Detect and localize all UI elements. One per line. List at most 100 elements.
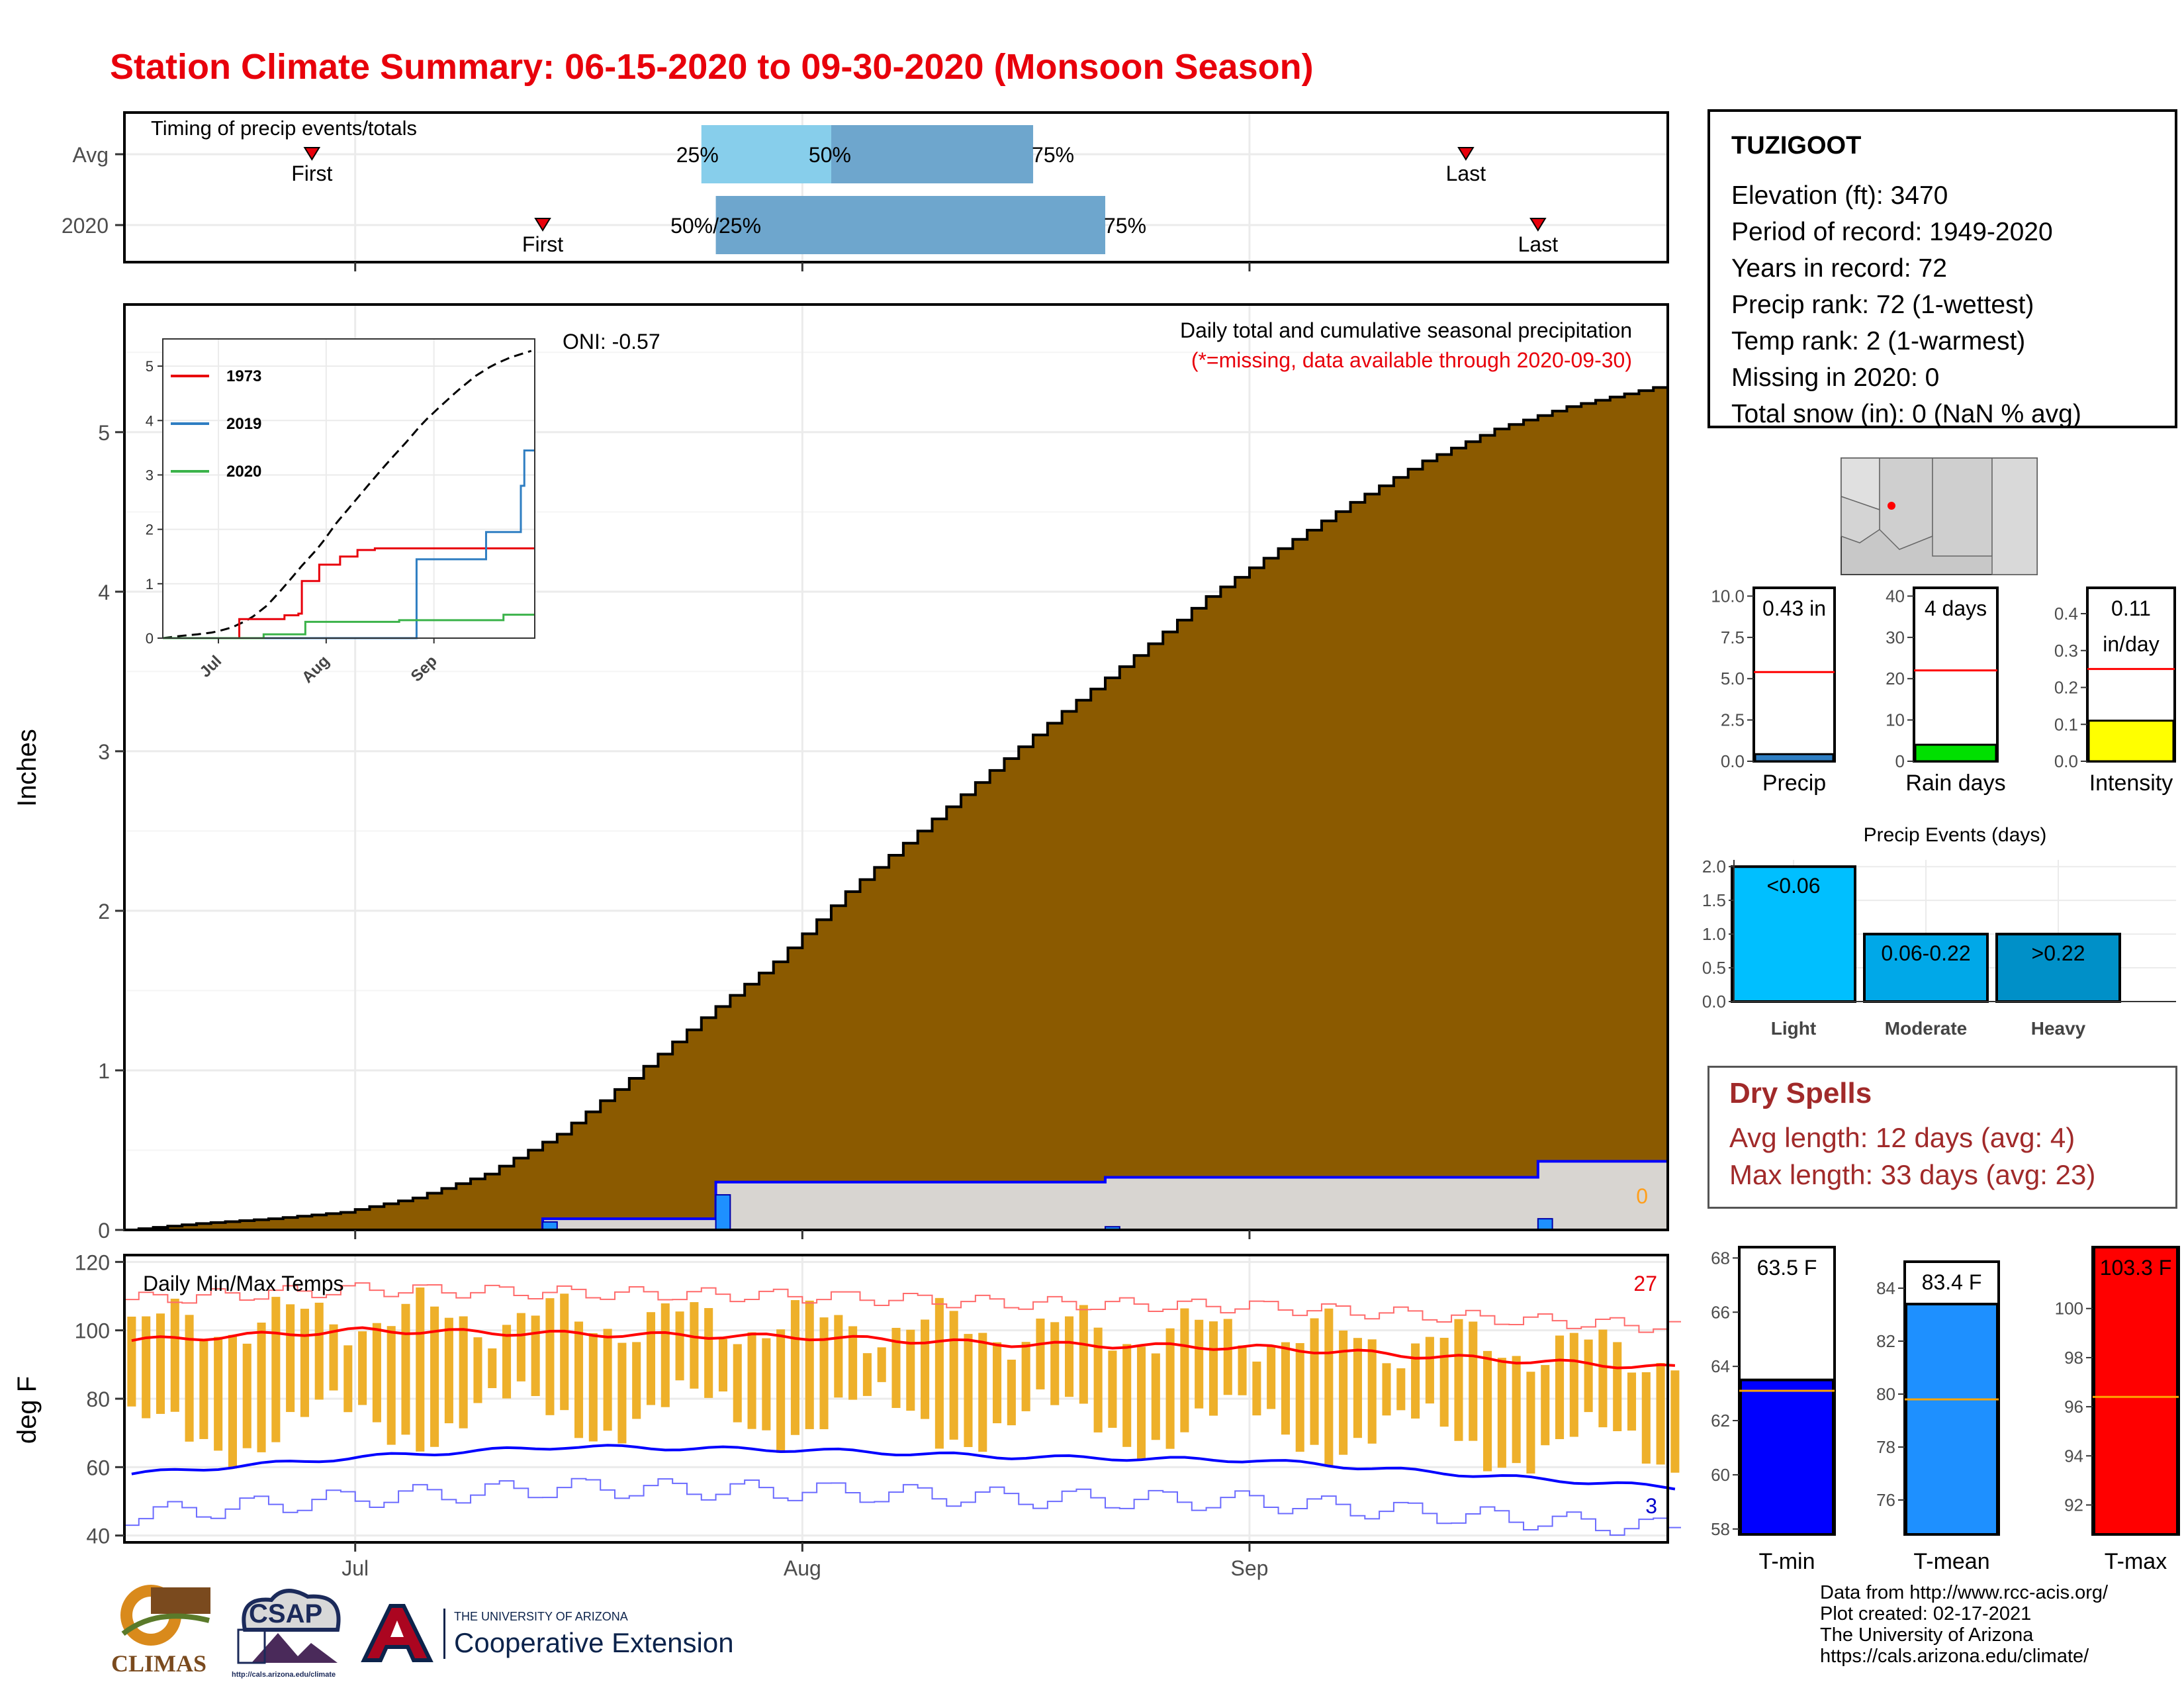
daily-temp-range-bar: [762, 1338, 771, 1430]
precip-ytick-label: 1: [98, 1059, 110, 1083]
mini-ytick-label: 7.5: [1721, 628, 1745, 647]
events-bar-label: <0.06: [1767, 874, 1821, 898]
tbar-ytick-label: 92: [2064, 1495, 2083, 1515]
daily-temp-range-bar: [185, 1315, 194, 1442]
daily-temp-range-bar: [934, 1297, 944, 1449]
mini-ytick-label: 40: [1886, 586, 1905, 606]
tbar-value-label: 63.5 F: [1757, 1256, 1817, 1280]
daily-temp-range-bar: [1281, 1342, 1290, 1435]
tbar-ytick-label: 68: [1711, 1248, 1730, 1268]
station-location-marker: [1888, 502, 1895, 510]
daily-temp-range-bar: [314, 1302, 324, 1400]
daily-temp-range-bar: [416, 1287, 425, 1452]
daily-temp-range-bar: [776, 1329, 786, 1453]
mini-ytick-label: 30: [1886, 628, 1905, 647]
daily-temp-range-bar: [372, 1323, 381, 1423]
daily-temp-range-bar: [790, 1300, 799, 1435]
daily-temp-range-bar: [877, 1347, 886, 1382]
precip-ytick-label: 3: [98, 740, 110, 764]
daily-temp-range-bar: [906, 1329, 915, 1411]
temp-ytick-label: 60: [86, 1456, 110, 1479]
events-ytick-label: 1.0: [1702, 924, 1726, 944]
inset-ytick-label: 5: [146, 358, 154, 375]
daily-temp-range-bar: [286, 1304, 295, 1413]
events-category-label: Light: [1771, 1018, 1816, 1039]
daily-precip-bar: [715, 1194, 731, 1231]
daily-temp-range-bar: [142, 1316, 151, 1419]
daily-temp-range-bar: [1324, 1308, 1334, 1466]
daily-temp-range-bar: [964, 1334, 973, 1447]
tbar-label: T-min: [1759, 1549, 1815, 1574]
csap-logo-url: http://cals.arizona.edu/climate: [232, 1671, 336, 1679]
mini-value-bar: [2087, 720, 2175, 763]
inset-legend-label: 1973: [226, 367, 261, 385]
timing-box-q25-q50: [701, 125, 831, 183]
station-info-box: TUZIGOOT Elevation (ft): 3470 Period of …: [1707, 109, 2177, 428]
events-bar-label: >0.22: [2032, 941, 2085, 965]
footer-credits: Data from http://www.rcc-acis.org/ Plot …: [1820, 1582, 2108, 1667]
precip-ytick-label: 5: [98, 421, 110, 445]
tbar-ytick-label: 60: [1711, 1465, 1730, 1485]
daily-temp-range-bar: [1252, 1361, 1261, 1416]
precip-ylabel: Inches: [13, 729, 42, 807]
mini-ytick-label: 0.0: [2054, 751, 2078, 771]
daily-temp-range-bar: [545, 1298, 555, 1415]
daily-temp-range-bar: [1007, 1360, 1016, 1426]
oni-label: ONI: -0.57: [563, 330, 660, 353]
daily-temp-range-bar: [401, 1303, 410, 1435]
daily-temp-range-bar: [1382, 1363, 1391, 1416]
daily-temp-range-bar: [747, 1332, 756, 1429]
daily-temp-range-bar: [1541, 1365, 1550, 1446]
mini-ytick-label: 10: [1886, 710, 1905, 730]
mini-chart-label: Intensity: [2089, 771, 2173, 796]
daily-temp-range-bar: [156, 1313, 165, 1414]
daily-temp-range-bar: [560, 1293, 569, 1411]
daily-temp-range-bar: [1093, 1327, 1103, 1432]
tbar-label: T-max: [2105, 1549, 2167, 1574]
daily-temp-range-bar: [660, 1303, 670, 1407]
daily-temp-range-bar: [1584, 1339, 1593, 1413]
daily-temp-range-bar: [588, 1333, 598, 1442]
events-title: Precip Events (days): [1864, 824, 2047, 846]
daily-temp-range-bar: [733, 1344, 742, 1423]
tbar-ytick-label: 62: [1711, 1411, 1730, 1430]
daily-temp-range-bar: [1512, 1356, 1521, 1464]
avg-min-temp-line: [131, 1444, 1676, 1491]
daily-temp-range-bar: [862, 1353, 872, 1396]
mini-chart-frame: [1913, 586, 1999, 763]
ua-logo: THE UNIVERSITY OF ARIZONA Cooperative Ex…: [357, 1601, 754, 1667]
footer-line-data-source: Data from http://www.rcc-acis.org/: [1820, 1582, 2109, 1603]
precip-caption-missing: (*=missing, data available through 2020-…: [1191, 348, 1632, 372]
temp-ytick-label: 120: [75, 1251, 110, 1274]
daily-temp-range-bar: [1425, 1336, 1434, 1404]
daily-temp-range-bar: [1136, 1346, 1146, 1459]
precip-chart: 0 1 2 3 4 5 Inches ONI: -0.57 Daily total and cu…: [13, 303, 1669, 1243]
daily-temp-range-bar: [488, 1348, 497, 1388]
daily-temp-range-bar: [1353, 1338, 1362, 1438]
cumulative-average-area: [124, 384, 1669, 1231]
tbar-value-label: 83.4 F: [1922, 1270, 1982, 1294]
daily-temp-range-bar: [343, 1345, 353, 1413]
daily-temp-range-bar: [430, 1306, 439, 1447]
csap-logo: CSAP http://cals.arizona.edu/climate: [232, 1583, 351, 1683]
daily-temp-range-bar: [1411, 1343, 1420, 1419]
tbar-value-bar: [2093, 1246, 2179, 1536]
daily-temp-range-bar: [228, 1335, 237, 1469]
events-ytick-label: 1.5: [1702, 890, 1726, 910]
events-ytick-label: 0.0: [1702, 992, 1726, 1011]
daily-temp-range-bar: [531, 1315, 540, 1396]
timing-last-marker: [1529, 218, 1547, 232]
daily-precip-bar: [1537, 1218, 1553, 1231]
tbar-value-bar: [1739, 1378, 1835, 1536]
daily-temp-range-bar: [632, 1342, 641, 1419]
inset-legend-label: 2020: [226, 463, 261, 481]
temp-chart: 40 60 80 100 120 Jul Aug Sep deg F Daily Min/Max …: [13, 1251, 1681, 1580]
timing-first-label: First: [291, 162, 332, 185]
tbar-ytick-label: 84: [1876, 1278, 1895, 1298]
daily-temp-range-bar: [819, 1317, 829, 1430]
tbar-value-label: 103.3 F: [2100, 1256, 2172, 1280]
temp-ytick-label: 80: [86, 1387, 110, 1411]
daily-temp-range-bar: [257, 1323, 266, 1452]
inset-ytick-label: 2: [146, 522, 154, 538]
precip-events-chart: Precip Events (days) <0.06 Light 0.06-0.22 M…: [1702, 824, 2176, 1039]
